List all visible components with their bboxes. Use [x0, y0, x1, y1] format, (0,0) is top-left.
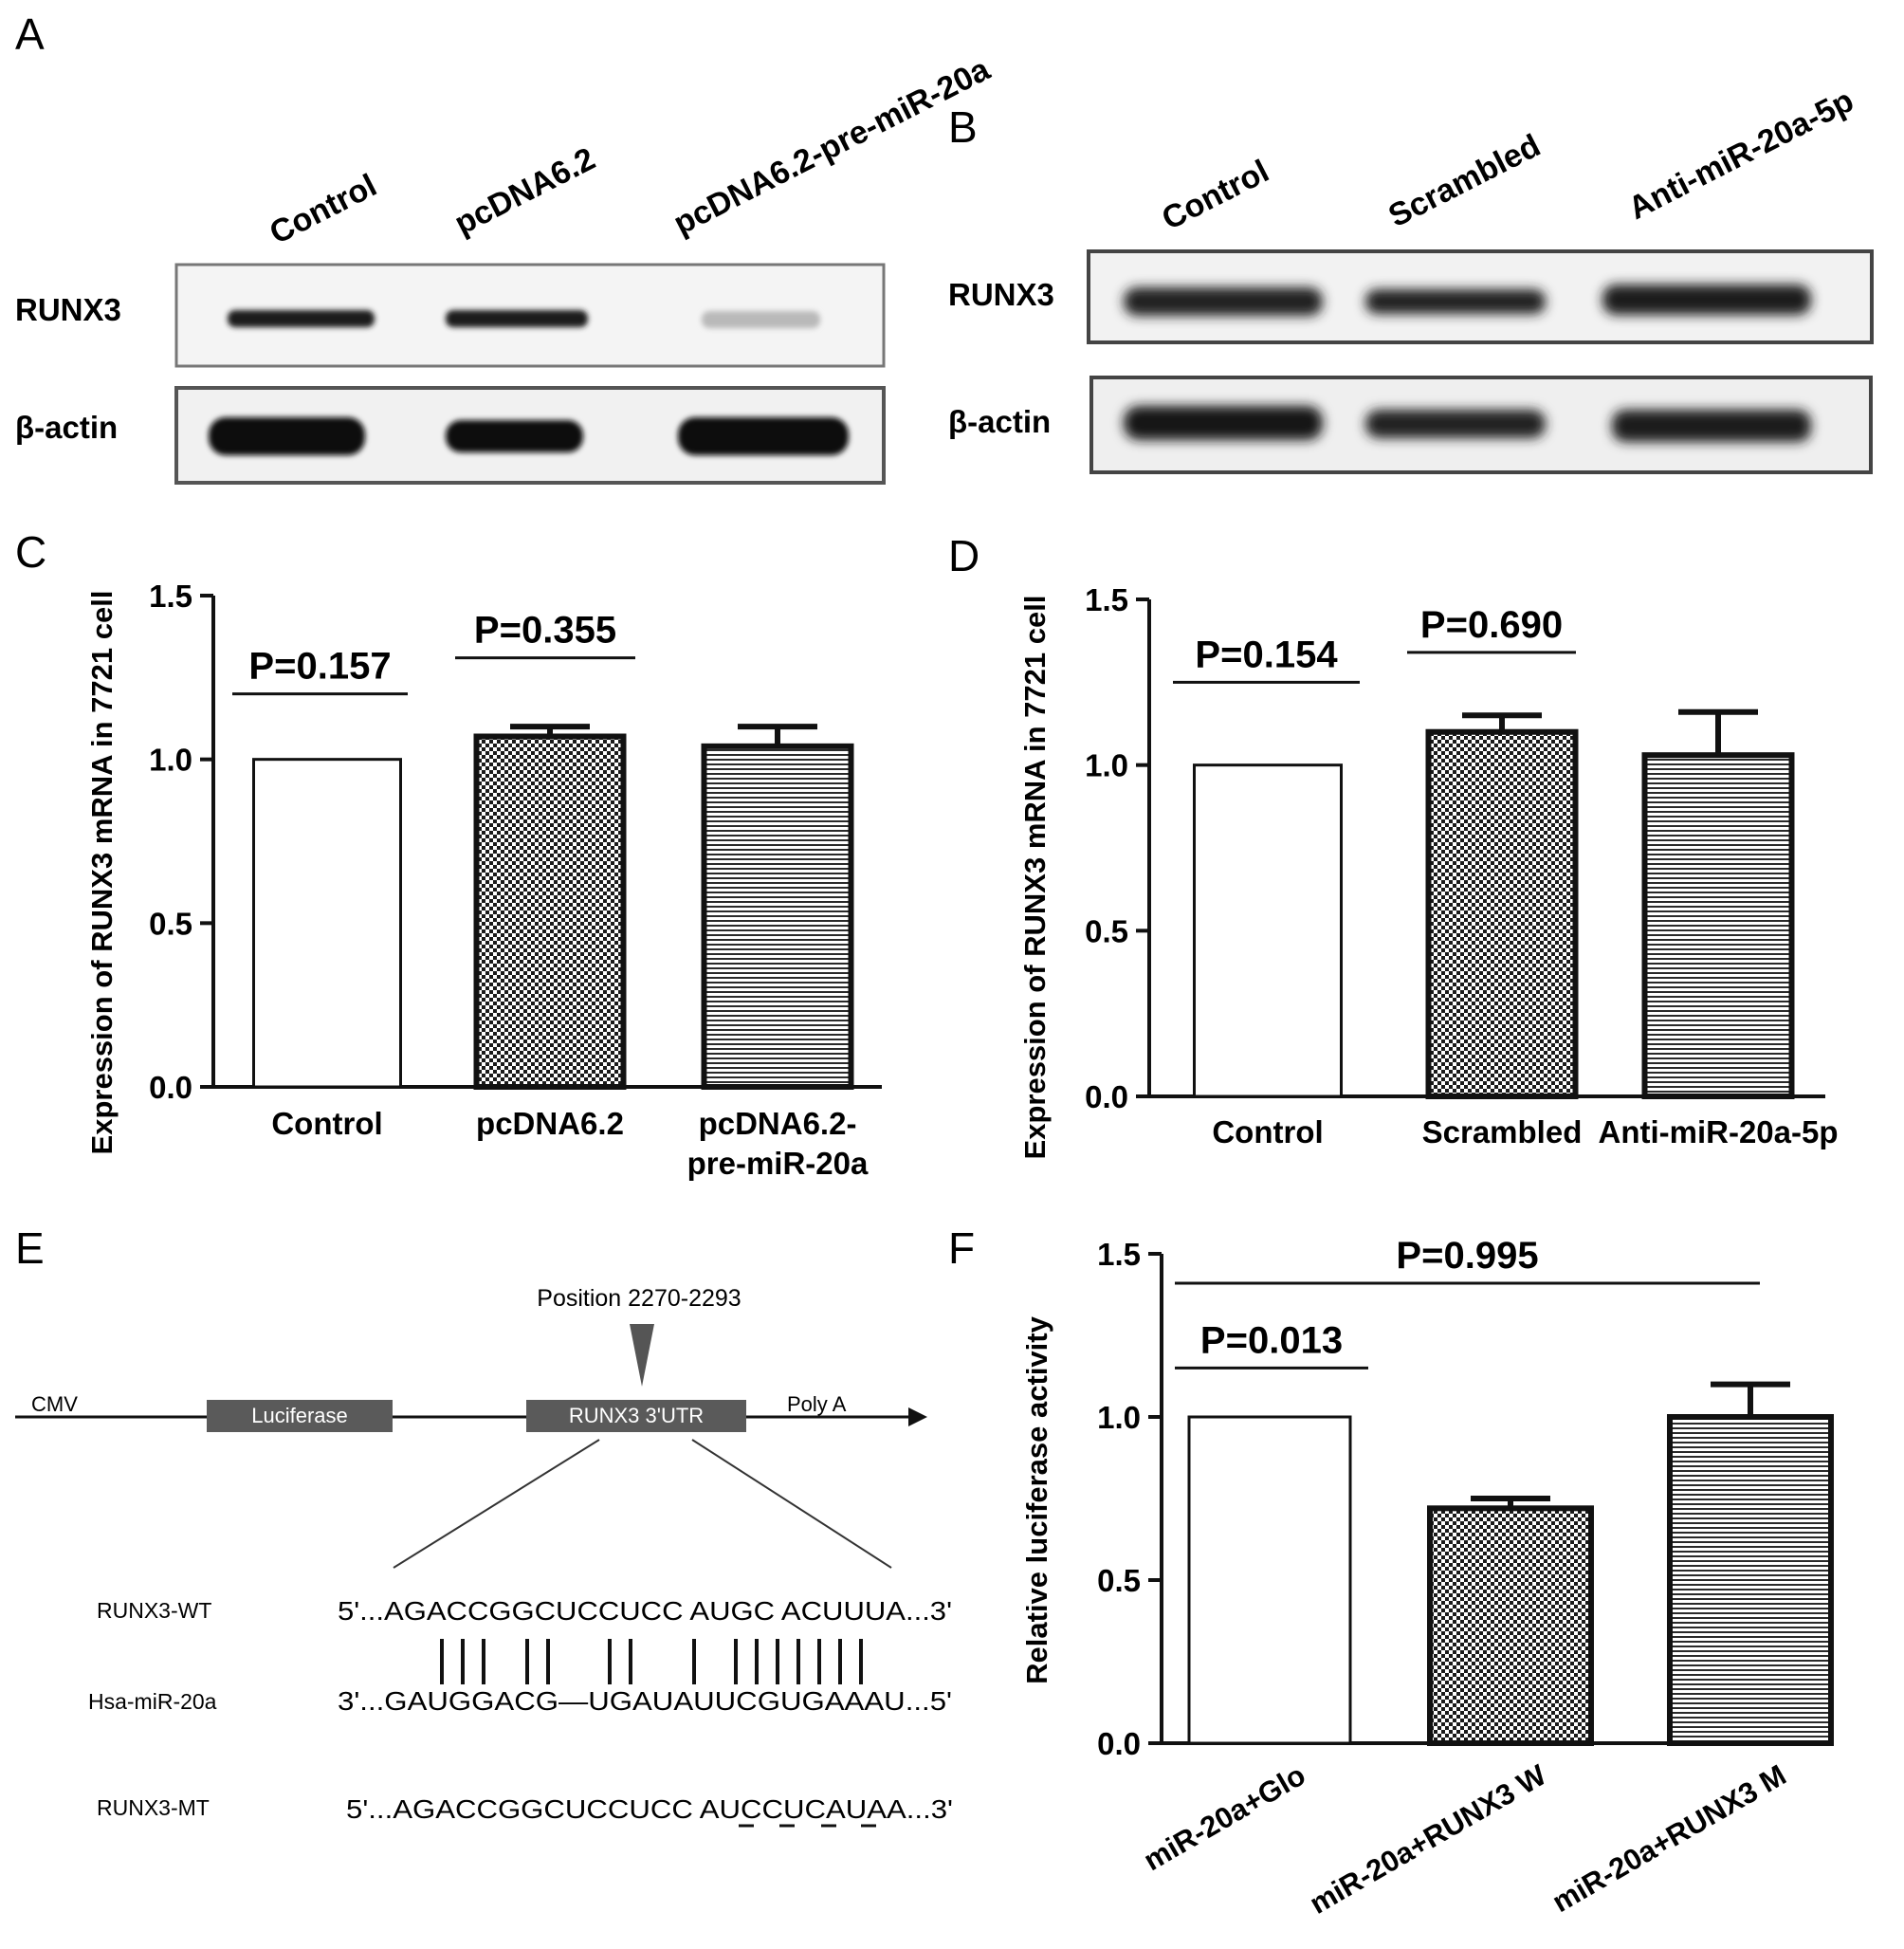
- blot-a-lane-label: pcDNA6.2-pre-miR-20a: [668, 51, 997, 243]
- p-value-label: P=0.995: [1396, 1235, 1538, 1277]
- bar: [1641, 752, 1795, 1099]
- x-category-label: pre-miR-20a: [687, 1146, 869, 1181]
- bar: [701, 743, 854, 1090]
- blot-b-lane-label: Anti-miR-20a-5p: [1622, 83, 1859, 227]
- blot-band: [702, 311, 820, 328]
- chart-f: Relative luciferase activity 0.0 0.5 1.0 1.5…: [1020, 1235, 1834, 1921]
- panel-letter-f: F: [948, 1223, 975, 1273]
- y-tick-label: 1.0: [1097, 1400, 1141, 1435]
- blot-a-lane-label: Control: [264, 167, 382, 251]
- blot-a-row-label-runx3: RUNX3: [15, 292, 121, 327]
- bar: [1187, 1415, 1352, 1745]
- blot-band: [209, 417, 365, 455]
- blot-band: [678, 417, 849, 455]
- blot-a-row-label-actin: β-actin: [15, 410, 118, 445]
- blot-b: Control Scrambled Anti-miR-20a-5p RUNX3 …: [948, 83, 1874, 474]
- sequence-name-mirna: Hsa-miR-20a: [88, 1689, 217, 1714]
- bar: [252, 758, 402, 1089]
- position-label: Position 2270-2293: [537, 1285, 741, 1312]
- blot-band: [1612, 410, 1811, 442]
- p-value-label: P=0.355: [474, 610, 616, 652]
- bar: [1425, 728, 1579, 1099]
- panel-letter-d: D: [948, 531, 979, 580]
- chart-d: Expression of RUNX3 mRNA in 7721 cell 0.0…: [1018, 582, 1839, 1159]
- luciferase-box: [207, 1400, 393, 1432]
- panel-letter-b: B: [948, 102, 978, 152]
- panel-letter-c: C: [15, 527, 46, 577]
- blot-a: Control pcDNA6.2 pcDNA6.2-pre-miR-20a RU…: [15, 51, 997, 485]
- x-category-label: Anti-miR-20a-5p: [1598, 1114, 1838, 1149]
- bar: [1427, 1505, 1594, 1746]
- bar: [1667, 1414, 1834, 1746]
- y-axis-label: Expression of RUNX3 mRNA in 7721 cell: [1018, 596, 1052, 1160]
- y-tick-label: 0.5: [1097, 1563, 1141, 1598]
- y-tick-label: 0.0: [1085, 1079, 1128, 1114]
- y-axis-label: Expression of RUNX3 mRNA in 7721 cell: [85, 591, 119, 1155]
- sequence-mt: 5'...AGACCGGCUCCUCC AUCCUCAUAA...3': [346, 1794, 953, 1824]
- blot-band: [1124, 406, 1323, 440]
- blot-band: [446, 310, 588, 327]
- base-pair-lines: [440, 1639, 863, 1684]
- zoom-line: [691, 1439, 892, 1569]
- y-tick-label: 1.5: [1097, 1237, 1141, 1272]
- blot-a-lane-label: pcDNA6.2: [449, 140, 600, 242]
- sequence-name-wt: RUNX3-WT: [97, 1598, 211, 1623]
- blot-b-lane-label: Control: [1156, 153, 1274, 237]
- p-value-label: P=0.690: [1420, 604, 1563, 646]
- arrow-head-icon: [908, 1407, 927, 1426]
- blot-band: [1124, 287, 1323, 316]
- sequence-mirna: 3'...GAUGGACG—UGAUAUUCGUGAAAU...5': [338, 1686, 952, 1716]
- x-category-label: pcDNA6.2: [476, 1106, 624, 1141]
- sequence-name-mt: RUNX3-MT: [97, 1795, 210, 1820]
- y-tick-label: 1.0: [149, 743, 192, 778]
- blot-band: [446, 420, 583, 452]
- y-tick-label: 0.5: [1085, 913, 1128, 948]
- x-category-label: pcDNA6.2-: [699, 1106, 857, 1141]
- position-marker-icon: [630, 1324, 654, 1387]
- element-label-polya: Poly A: [787, 1392, 847, 1416]
- p-value-label: P=0.013: [1200, 1319, 1343, 1361]
- construct-diagram: Position 2270-2293 CMV Luciferase RUNX3 …: [15, 1285, 953, 1828]
- blot-band: [1365, 289, 1546, 314]
- element-label-utr: RUNX3 3'UTR: [569, 1404, 704, 1427]
- blot-band: [1365, 410, 1546, 438]
- blot-b-lane-label: Scrambled: [1382, 127, 1546, 234]
- y-tick-label: 0.0: [1097, 1726, 1141, 1761]
- utr-box: [526, 1400, 746, 1432]
- y-tick-label: 1.0: [1085, 748, 1128, 783]
- y-tick-label: 0.5: [149, 906, 192, 941]
- y-axis-label: Relative luciferase activity: [1020, 1315, 1053, 1683]
- chart-c: Expression of RUNX3 mRNA in 7721 cell 0.0…: [85, 579, 882, 1181]
- x-category-label: Scrambled: [1422, 1114, 1583, 1149]
- x-category-label: miR-20a+Glo: [1138, 1758, 1310, 1877]
- x-category-label: miR-20a+RUNX3 W: [1304, 1757, 1552, 1921]
- element-label-luciferase: Luciferase: [251, 1404, 348, 1427]
- sequence-wt: 5'...AGACCGGCUCCUCC AUGC ACUUUA...3': [338, 1596, 952, 1626]
- bar: [1193, 763, 1343, 1098]
- blot-b-row-label-actin: β-actin: [948, 404, 1051, 439]
- x-category-label: Control: [271, 1106, 382, 1141]
- panel-letter-a: A: [15, 9, 45, 59]
- bar: [473, 733, 627, 1090]
- zoom-line: [393, 1439, 600, 1569]
- blot-band: [228, 310, 375, 327]
- x-category-label: miR-20a+RUNX3 M: [1547, 1758, 1791, 1919]
- panel-letter-e: E: [15, 1223, 45, 1273]
- p-value-label: P=0.154: [1195, 634, 1338, 675]
- x-category-label: Control: [1212, 1114, 1323, 1149]
- blot-band: [1602, 285, 1811, 315]
- element-label-cmv: CMV: [31, 1392, 78, 1416]
- y-tick-label: 1.5: [149, 579, 192, 614]
- p-value-label: P=0.157: [248, 646, 391, 688]
- y-tick-label: 1.5: [1085, 582, 1128, 617]
- y-tick-label: 0.0: [149, 1070, 192, 1105]
- blot-b-row-label-runx3: RUNX3: [948, 277, 1054, 312]
